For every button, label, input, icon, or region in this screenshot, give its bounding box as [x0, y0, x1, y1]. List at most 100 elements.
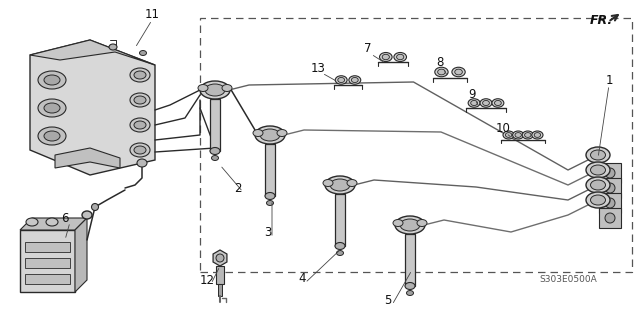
Ellipse shape — [492, 99, 504, 107]
Ellipse shape — [351, 78, 358, 83]
Bar — [25, 274, 70, 284]
Text: 4: 4 — [298, 271, 306, 285]
Ellipse shape — [338, 78, 344, 83]
Ellipse shape — [591, 150, 605, 160]
Bar — [599, 163, 621, 183]
Ellipse shape — [380, 53, 392, 62]
Polygon shape — [30, 40, 155, 65]
Text: 7: 7 — [364, 41, 372, 55]
Ellipse shape — [140, 50, 147, 56]
Ellipse shape — [134, 146, 146, 154]
Bar — [599, 208, 621, 228]
Ellipse shape — [134, 71, 146, 79]
Text: 10: 10 — [495, 122, 511, 135]
Bar — [599, 193, 621, 213]
Ellipse shape — [222, 85, 232, 92]
Ellipse shape — [44, 75, 60, 85]
Bar — [25, 258, 70, 268]
Ellipse shape — [382, 54, 389, 60]
Ellipse shape — [337, 250, 344, 256]
Ellipse shape — [586, 177, 610, 193]
Ellipse shape — [347, 180, 357, 187]
Polygon shape — [30, 40, 155, 175]
Ellipse shape — [134, 121, 146, 129]
Polygon shape — [20, 230, 75, 292]
Ellipse shape — [200, 81, 230, 99]
Polygon shape — [213, 250, 227, 266]
Text: S303E0500A: S303E0500A — [539, 276, 597, 285]
Bar — [265, 144, 275, 196]
Ellipse shape — [534, 133, 541, 137]
Text: 5: 5 — [384, 293, 392, 307]
Ellipse shape — [211, 155, 218, 160]
Ellipse shape — [513, 131, 524, 139]
Ellipse shape — [525, 133, 531, 137]
Text: 3: 3 — [264, 226, 272, 239]
Bar — [599, 178, 621, 198]
Polygon shape — [75, 218, 87, 292]
Ellipse shape — [605, 168, 615, 178]
Text: 1: 1 — [605, 73, 612, 86]
Text: 11: 11 — [145, 8, 159, 20]
Ellipse shape — [137, 159, 147, 167]
Ellipse shape — [260, 129, 280, 141]
Ellipse shape — [480, 99, 492, 107]
Ellipse shape — [438, 69, 445, 75]
Text: 2: 2 — [234, 182, 242, 195]
Ellipse shape — [46, 218, 58, 226]
Text: 13: 13 — [310, 62, 325, 75]
Ellipse shape — [532, 131, 543, 139]
Ellipse shape — [335, 242, 345, 249]
Ellipse shape — [266, 201, 273, 205]
Ellipse shape — [605, 198, 615, 208]
Ellipse shape — [134, 96, 146, 104]
Ellipse shape — [323, 180, 333, 187]
Ellipse shape — [109, 44, 117, 50]
Ellipse shape — [406, 291, 413, 295]
Ellipse shape — [605, 183, 615, 193]
Ellipse shape — [82, 211, 92, 219]
Ellipse shape — [468, 99, 480, 107]
Ellipse shape — [349, 76, 361, 84]
Ellipse shape — [586, 192, 610, 208]
Ellipse shape — [38, 71, 66, 89]
Ellipse shape — [435, 67, 448, 77]
Polygon shape — [20, 218, 87, 230]
Text: 9: 9 — [468, 88, 476, 101]
Ellipse shape — [393, 219, 403, 226]
Ellipse shape — [330, 179, 350, 191]
Ellipse shape — [44, 103, 60, 113]
Text: 8: 8 — [436, 56, 444, 69]
Bar — [335, 194, 345, 246]
Ellipse shape — [483, 100, 490, 106]
Ellipse shape — [130, 143, 150, 157]
Ellipse shape — [265, 192, 275, 199]
Text: 6: 6 — [61, 211, 68, 225]
Ellipse shape — [277, 130, 287, 137]
Bar — [218, 284, 222, 296]
Polygon shape — [55, 148, 120, 168]
Ellipse shape — [591, 165, 605, 175]
Ellipse shape — [586, 147, 610, 163]
Ellipse shape — [506, 133, 512, 137]
Ellipse shape — [591, 180, 605, 190]
Bar — [405, 234, 415, 286]
Ellipse shape — [325, 176, 355, 194]
Ellipse shape — [522, 131, 533, 139]
Ellipse shape — [130, 118, 150, 132]
Ellipse shape — [394, 53, 406, 62]
Bar — [25, 242, 70, 252]
Ellipse shape — [405, 283, 415, 290]
Ellipse shape — [198, 85, 208, 92]
Ellipse shape — [395, 216, 425, 234]
Ellipse shape — [515, 133, 522, 137]
Ellipse shape — [591, 195, 605, 205]
Ellipse shape — [400, 219, 420, 231]
Ellipse shape — [205, 84, 225, 96]
Ellipse shape — [130, 68, 150, 82]
Bar — [210, 99, 220, 151]
Ellipse shape — [470, 100, 477, 106]
Ellipse shape — [253, 130, 263, 137]
Ellipse shape — [397, 54, 404, 60]
Ellipse shape — [38, 127, 66, 145]
